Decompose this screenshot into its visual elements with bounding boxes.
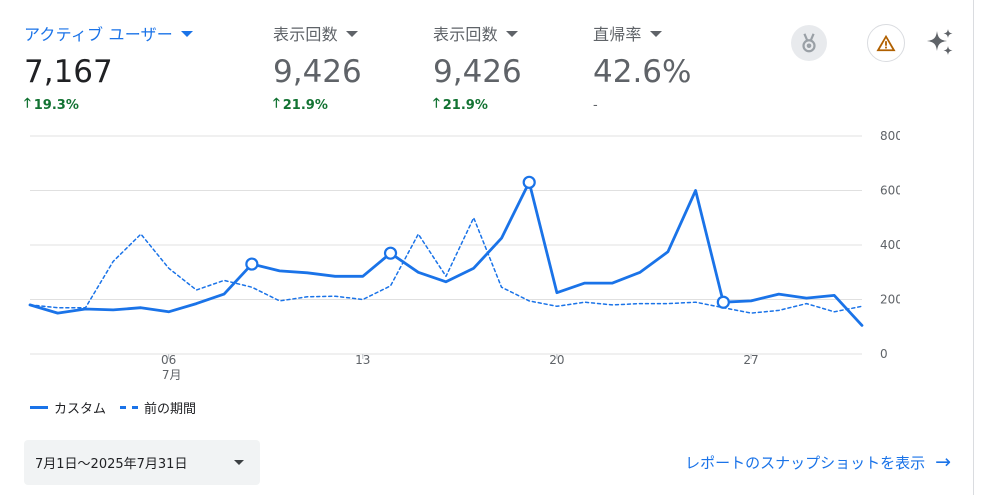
series-line-current [28, 180, 864, 327]
x-tick-label: 06 [161, 353, 176, 367]
arrow-up-icon: 🡑 [433, 96, 440, 111]
y-tick-label: 200 [880, 293, 900, 307]
x-tick-label: 13 [355, 353, 370, 367]
metric-delta: 🡑 19.3% [24, 96, 193, 114]
legend-current-label: カスタム [54, 402, 107, 417]
metric-value: 42.6% [593, 54, 692, 90]
medal-icon[interactable] [791, 25, 827, 61]
metric-label: 表示回数 [273, 25, 338, 44]
metric-delta: 🡑 21.9% [433, 96, 522, 114]
metric-label: 直帰率 [593, 25, 642, 44]
data-point-marker [716, 295, 730, 309]
chart-legend: カスタム 前の期間 [30, 398, 196, 417]
chevron-down-icon [345, 31, 358, 37]
chevron-down-icon [181, 31, 194, 37]
chevron-down-icon [505, 31, 518, 37]
snapshot-link-label: レポートのスナップショットを表示 [685, 453, 926, 472]
sparkle-icon[interactable] [922, 24, 958, 60]
arrow-up-icon: 🡑 [24, 96, 31, 111]
chevron-down-icon [649, 31, 662, 37]
metric-label: アクティブ ユーザー [24, 25, 174, 44]
metric-views[interactable]: 表示回数 9,426 🡑 21.9% [273, 20, 362, 114]
y-tick-label: 0 [880, 347, 888, 361]
y-tick-label: 400 [880, 238, 900, 252]
metric-delta-value: 21.9% [442, 97, 488, 113]
metric-delta-value: - [593, 97, 598, 113]
chart-series [28, 175, 864, 327]
x-tick-label: 20 [549, 353, 564, 367]
metric-label: 表示回数 [433, 25, 498, 44]
metric-views-2[interactable]: 表示回数 9,426 🡑 21.9% [433, 20, 522, 114]
metric-value: 9,426 [433, 54, 522, 90]
warning-icon[interactable] [867, 24, 905, 62]
metric-delta: - [593, 96, 691, 114]
metric-delta-value: 21.9% [282, 97, 328, 113]
x-tick-sublabel: 7月 [162, 368, 182, 382]
date-range-selector[interactable]: 7月1日〜2025年7月31日 [24, 440, 260, 485]
chevron-down-icon [234, 460, 244, 465]
chart-grid [30, 135, 862, 355]
data-point-marker [383, 246, 398, 260]
legend-solid-swatch [30, 406, 48, 409]
x-tick-label: 27 [743, 353, 758, 367]
metric-delta-value: 19.3% [33, 97, 79, 113]
data-point-marker [522, 175, 536, 189]
date-range-label: 7月1日〜2025年7月31日 [35, 457, 188, 472]
legend-dashed-swatch [120, 406, 139, 409]
data-point-marker [245, 257, 259, 271]
view-snapshot-link[interactable]: レポートのスナップショットを表示 → [685, 451, 951, 473]
arrow-right-icon: → [935, 451, 951, 473]
metric-delta: 🡑 21.9% [273, 96, 362, 114]
arrow-up-icon: 🡑 [273, 96, 280, 111]
y-tick-label: 600 [880, 184, 900, 198]
legend-previous-label: 前の期間 [144, 402, 197, 417]
metric-value: 7,167 [24, 54, 113, 90]
metric-active-users[interactable]: アクティブ ユーザー 7,167 🡑 19.3% [24, 20, 194, 114]
series-line-previous [29, 217, 863, 314]
y-tick-label: 800 [880, 129, 900, 143]
metric-value: 9,426 [273, 54, 362, 90]
metric-bounce-rate[interactable]: 直帰率 42.6% - [593, 20, 691, 114]
